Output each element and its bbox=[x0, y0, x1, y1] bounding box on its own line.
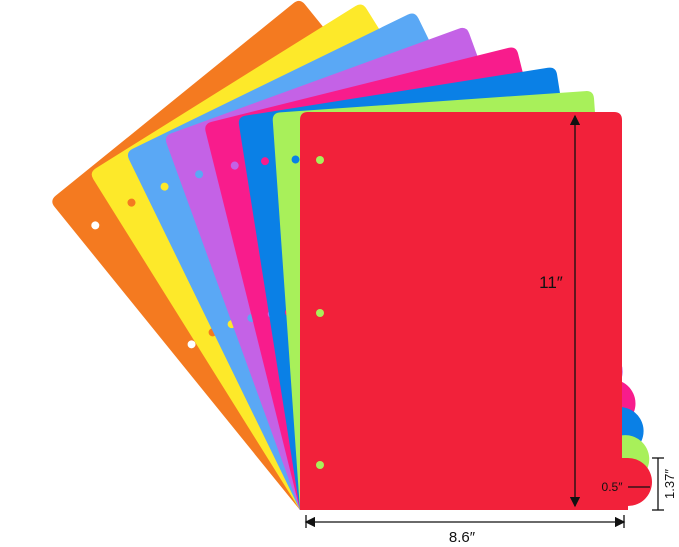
divider-fan bbox=[49, 0, 652, 511]
dimension-lines bbox=[304, 114, 664, 528]
width-label: 8.6″ bbox=[449, 529, 476, 546]
sheet-body bbox=[300, 112, 652, 510]
height-label: 11″ bbox=[539, 273, 563, 292]
tab-radius-label: 0.5″ bbox=[602, 480, 624, 494]
tab-height-label: 1.37″ bbox=[662, 469, 677, 499]
divider-sheet bbox=[300, 112, 652, 510]
label-backdrop bbox=[530, 270, 572, 294]
